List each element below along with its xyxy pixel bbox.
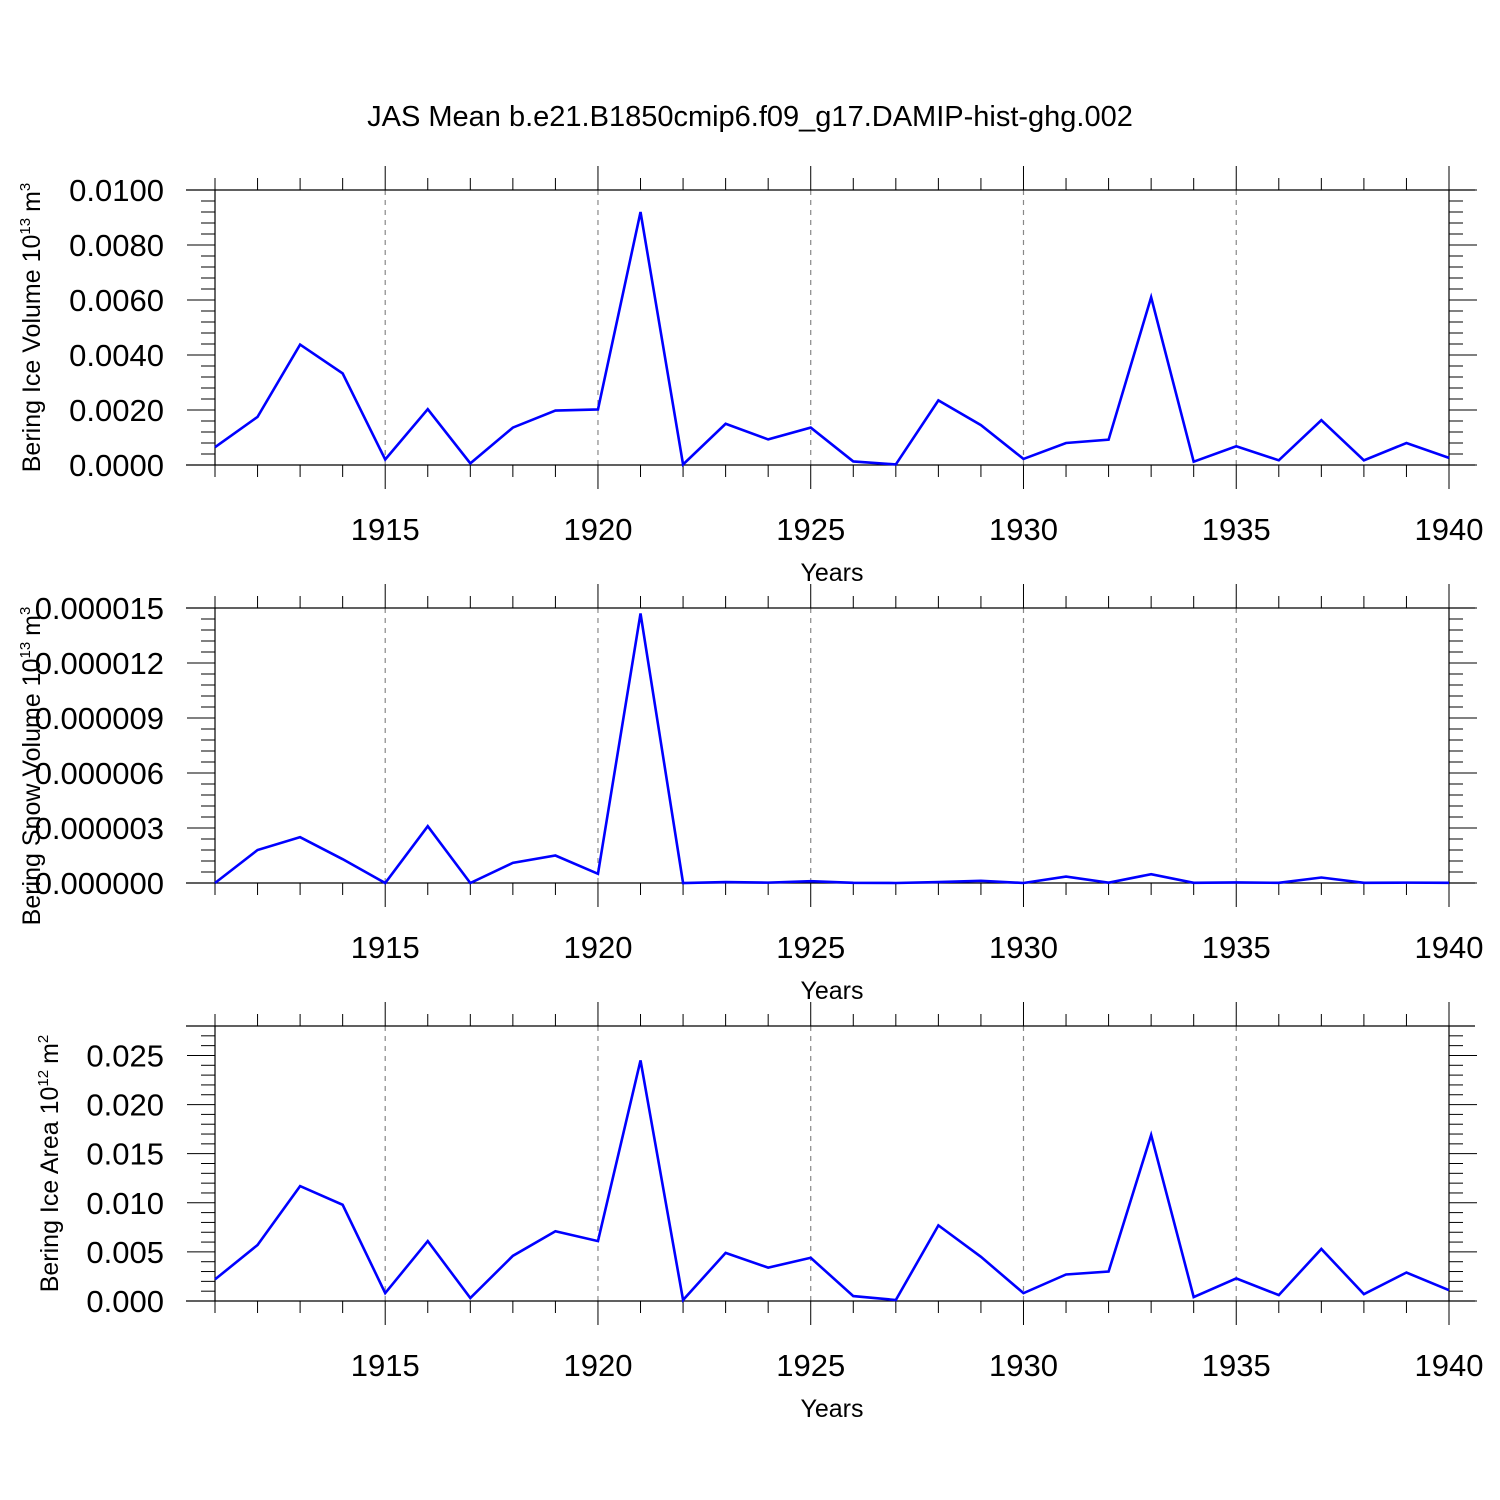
y-tick-label: 0.000006	[35, 756, 164, 791]
panel-ice-volume: 1915 1920 1925 1930 1935 1940 Years 0.0000 0.002…	[17, 166, 1483, 587]
y-axis-label-unit-exponent: 3	[17, 183, 34, 191]
y-axis-label-unit: m	[18, 191, 46, 212]
y-axis-label-main: Bering Snow Volume 10	[18, 659, 46, 926]
y-tick-label: 0.000003	[35, 811, 164, 846]
y-tick-label: 0.025	[86, 1038, 164, 1073]
y-tick-label: 0.000000	[35, 866, 164, 901]
series-line-snow-volume	[214, 613, 1450, 885]
panel-ice-area: 1915 1920 1925 1930 1935 1940 Years 0.000 0.005 0…	[35, 1002, 1483, 1423]
y-axis-label: Bering Ice Area 1012 m2	[35, 1035, 64, 1293]
y-axis-label-unit-exponent: 2	[35, 1035, 52, 1043]
x-tick-label: 1935	[1202, 1348, 1271, 1383]
x-tick-label: 1930	[989, 1348, 1058, 1383]
x-axis-label: Years	[800, 559, 863, 587]
x-tick-label: 1920	[563, 512, 632, 547]
x-tick-label: 1935	[1202, 930, 1271, 965]
x-tick-label: 1915	[351, 512, 420, 547]
x-axis-label: Years	[800, 977, 863, 1005]
y-tick-label: 0.0060	[69, 283, 164, 318]
x-tick-label: 1940	[1415, 1348, 1484, 1383]
y-tick-label: 0.020	[86, 1088, 164, 1123]
x-tick-label: 1940	[1415, 930, 1484, 965]
y-tick-label: 0.0080	[69, 228, 164, 263]
y-tick-label: 0.0040	[69, 338, 164, 373]
chart-title: JAS Mean b.e21.B1850cmip6.f09_g17.DAMIP-…	[367, 101, 1133, 133]
x-tick-label: 1925	[776, 512, 845, 547]
x-tick-label: 1925	[776, 930, 845, 965]
x-tick-label: 1940	[1415, 512, 1484, 547]
y-axis-label-exponent: 12	[35, 1070, 52, 1087]
y-tick-label: 0.0000	[69, 448, 164, 483]
y-axis-label: Bering Snow Volume 1013 m3	[17, 607, 46, 926]
y-axis-label-unit: m	[36, 1043, 64, 1064]
y-tick-label: 0.000015	[35, 591, 164, 626]
x-tick-label: 1935	[1202, 512, 1271, 547]
x-axis-label: Years	[800, 1395, 863, 1423]
y-tick-label: 0.0020	[69, 393, 164, 428]
x-tick-label: 1925	[776, 1348, 845, 1383]
y-axis-label-main: Bering Ice Volume 10	[18, 235, 46, 473]
x-tick-label: 1930	[989, 512, 1058, 547]
panels: 1915 1920 1925 1930 1935 1940 Years 0.0000 0.002…	[17, 166, 1483, 1423]
y-axis-label-unit-exponent: 3	[17, 607, 34, 615]
x-tick-label: 1920	[563, 1348, 632, 1383]
y-tick-label: 0.000	[86, 1284, 164, 1319]
x-tick-label: 1915	[351, 930, 420, 965]
y-tick-label: 0.000009	[35, 701, 164, 736]
series-line-ice-area	[214, 1060, 1450, 1303]
y-axis-label-exponent: 13	[17, 218, 34, 235]
series-line-ice-volume	[214, 211, 1450, 468]
x-tick-label: 1930	[989, 930, 1058, 965]
y-tick-label: 0.015	[86, 1137, 164, 1172]
x-tick-label: 1920	[563, 930, 632, 965]
x-tick-label: 1915	[351, 1348, 420, 1383]
y-tick-label: 0.000012	[35, 646, 164, 681]
y-axis-label-exponent: 13	[17, 642, 34, 659]
panel-snow-volume: 1915 1920 1925 1930 1935 1940 Years 0.000000 0.0…	[17, 584, 1483, 1005]
y-axis-label: Bering Ice Volume 1013 m3	[17, 183, 46, 473]
y-axis-label-main: Bering Ice Area 10	[36, 1087, 64, 1293]
y-tick-label: 0.0100	[69, 173, 164, 208]
y-tick-label: 0.010	[86, 1186, 164, 1221]
y-axis-label-unit: m	[18, 615, 46, 636]
y-tick-label: 0.005	[86, 1235, 164, 1270]
